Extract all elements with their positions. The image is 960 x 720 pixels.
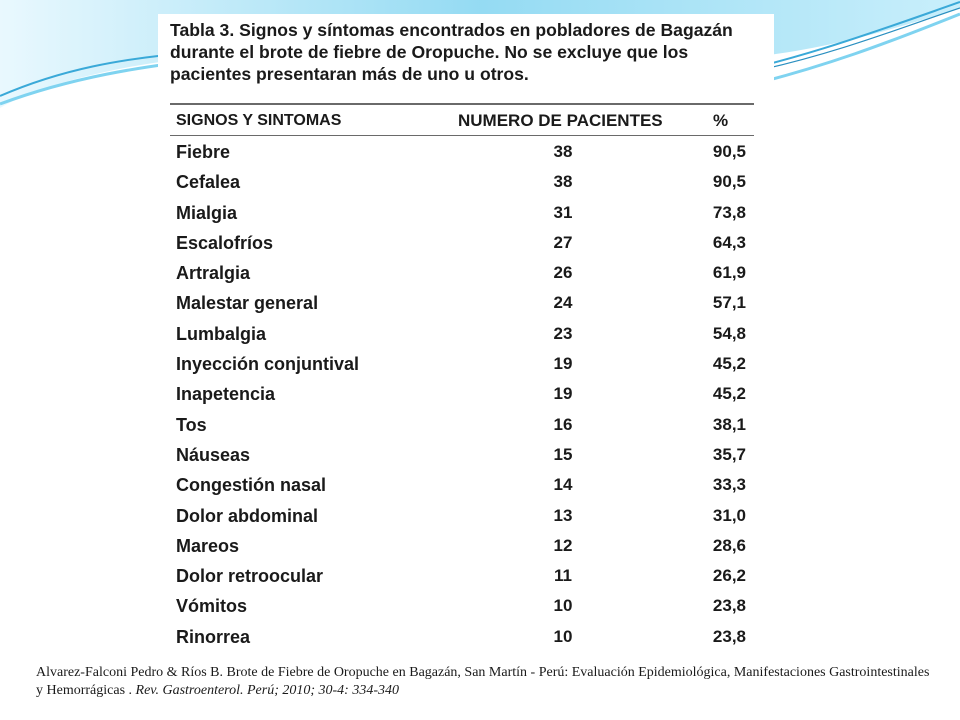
- cell-symptom: Cefalea: [176, 172, 241, 193]
- cell-symptom: Dolor retroocular: [176, 566, 324, 587]
- cell-symptom: Tos: [176, 414, 207, 435]
- cell-patients: 19: [553, 354, 573, 374]
- citation-journal: Rev. Gastroenterol. Perú; 2010; 30-4: 33…: [135, 683, 400, 698]
- cell-patients: 13: [553, 505, 573, 525]
- cell-patients: 16: [553, 414, 573, 434]
- table-row: Mareos 12 28,6: [158, 531, 774, 561]
- cell-patients: 14: [553, 475, 573, 495]
- cell-patients: 15: [553, 444, 573, 464]
- table-row: Inapetencia 19 45,2: [158, 379, 774, 409]
- cell-symptom: Dolor abdominal: [176, 505, 319, 526]
- cell-symptom: Mareos: [176, 535, 240, 556]
- cell-percent: 26,2: [712, 566, 746, 586]
- table-row: Dolor retroocular 11 26,2: [158, 561, 774, 591]
- cell-symptom: Vómitos: [176, 596, 248, 617]
- cell-patients: 10: [553, 626, 573, 646]
- cell-patients: 19: [553, 384, 573, 404]
- cell-symptom: Malestar general: [176, 293, 319, 314]
- cell-patients: 24: [553, 293, 573, 313]
- cell-patients: 26: [553, 263, 573, 283]
- table-row: Artralgia 26 61,9: [158, 258, 774, 288]
- cell-percent: 90,5: [712, 142, 746, 161]
- cell-symptom: Fiebre: [176, 142, 231, 162]
- cell-symptom: Inapetencia: [176, 384, 276, 405]
- cell-percent: 23,8: [712, 626, 746, 646]
- cell-symptom: Rinorrea: [176, 626, 251, 647]
- table-row: Dolor abdominal 13 31,0: [158, 501, 774, 531]
- cell-symptom: Lumbalgia: [176, 323, 267, 344]
- cell-percent: 61,9: [712, 263, 746, 283]
- cell-symptom: Mialgia: [176, 202, 238, 223]
- cell-symptom: Inyección conjuntival: [176, 354, 360, 375]
- cell-patients: 38: [553, 142, 573, 161]
- cell-percent: 35,7: [712, 444, 746, 464]
- cell-percent: 38,1: [712, 414, 746, 434]
- table-row: Náuseas 15 35,7: [158, 440, 774, 470]
- cell-percent: 73,8: [712, 202, 746, 222]
- table-row: Cefalea 38 90,5: [158, 167, 774, 197]
- table-row: Lumbalgia 23 54,8: [158, 319, 774, 349]
- cell-percent: 45,2: [712, 354, 746, 374]
- cell-symptom: Náuseas: [176, 444, 251, 465]
- header-percent: %: [713, 111, 729, 130]
- table-body: Fiebre 38 90,5 Cefalea 38 90,5 Mialgia 31 73,8 Es…: [158, 137, 774, 652]
- header-numero-de-pacientes: NUMERO DE PACIENTES: [458, 111, 663, 130]
- table-row: Inyección conjuntival 19 45,2: [158, 349, 774, 379]
- cell-percent: 90,5: [712, 172, 746, 192]
- cell-symptom: Congestión nasal: [176, 475, 327, 496]
- cell-percent: 64,3: [712, 232, 746, 252]
- citation: Alvarez-Falconi Pedro & Ríos B. Brote de…: [36, 664, 936, 700]
- cell-patients: 23: [553, 323, 573, 343]
- cell-patients: 11: [554, 566, 572, 586]
- table-row: Fiebre 38 90,5: [158, 137, 774, 167]
- table-row: Congestión nasal 14 33,3: [158, 470, 774, 500]
- cell-percent: 45,2: [712, 384, 746, 404]
- citation-text: Alvarez-Falconi Pedro & Ríos B. Brote de…: [36, 665, 930, 698]
- table-image: Tabla 3. Signos y síntomas encontrados e…: [158, 14, 774, 658]
- cell-symptom: Escalofríos: [176, 232, 274, 253]
- table-row: Tos 16 38,1: [158, 410, 774, 440]
- cell-percent: 23,8: [712, 596, 746, 616]
- cell-symptom: Artralgia: [176, 263, 251, 284]
- cell-patients: 10: [553, 596, 573, 616]
- header-rule: [170, 135, 754, 136]
- cell-patients: 38: [553, 172, 573, 192]
- cell-percent: 57,1: [712, 293, 746, 313]
- table-row: Malestar general 24 57,1: [158, 288, 774, 318]
- table-row: Vómitos 10 23,8: [158, 591, 774, 621]
- cell-patients: 31: [553, 202, 573, 222]
- cell-patients: 12: [553, 535, 573, 555]
- cell-percent: 28,6: [712, 535, 746, 555]
- table-row: Escalofríos 27 64,3: [158, 228, 774, 258]
- cell-patients: 27: [553, 232, 573, 252]
- cell-percent: 31,0: [712, 505, 746, 525]
- cell-percent: 54,8: [712, 323, 746, 343]
- header-signos-y-sintomas: SIGNOS Y SINTOMAS: [176, 112, 342, 129]
- table-row: Mialgia 31 73,8: [158, 198, 774, 228]
- table-row: Rinorrea 10 23,8: [158, 622, 774, 652]
- table-caption: Tabla 3. Signos y síntomas encontrados e…: [170, 20, 733, 84]
- cell-percent: 33,3: [712, 475, 746, 495]
- table-top-rule: [170, 103, 754, 105]
